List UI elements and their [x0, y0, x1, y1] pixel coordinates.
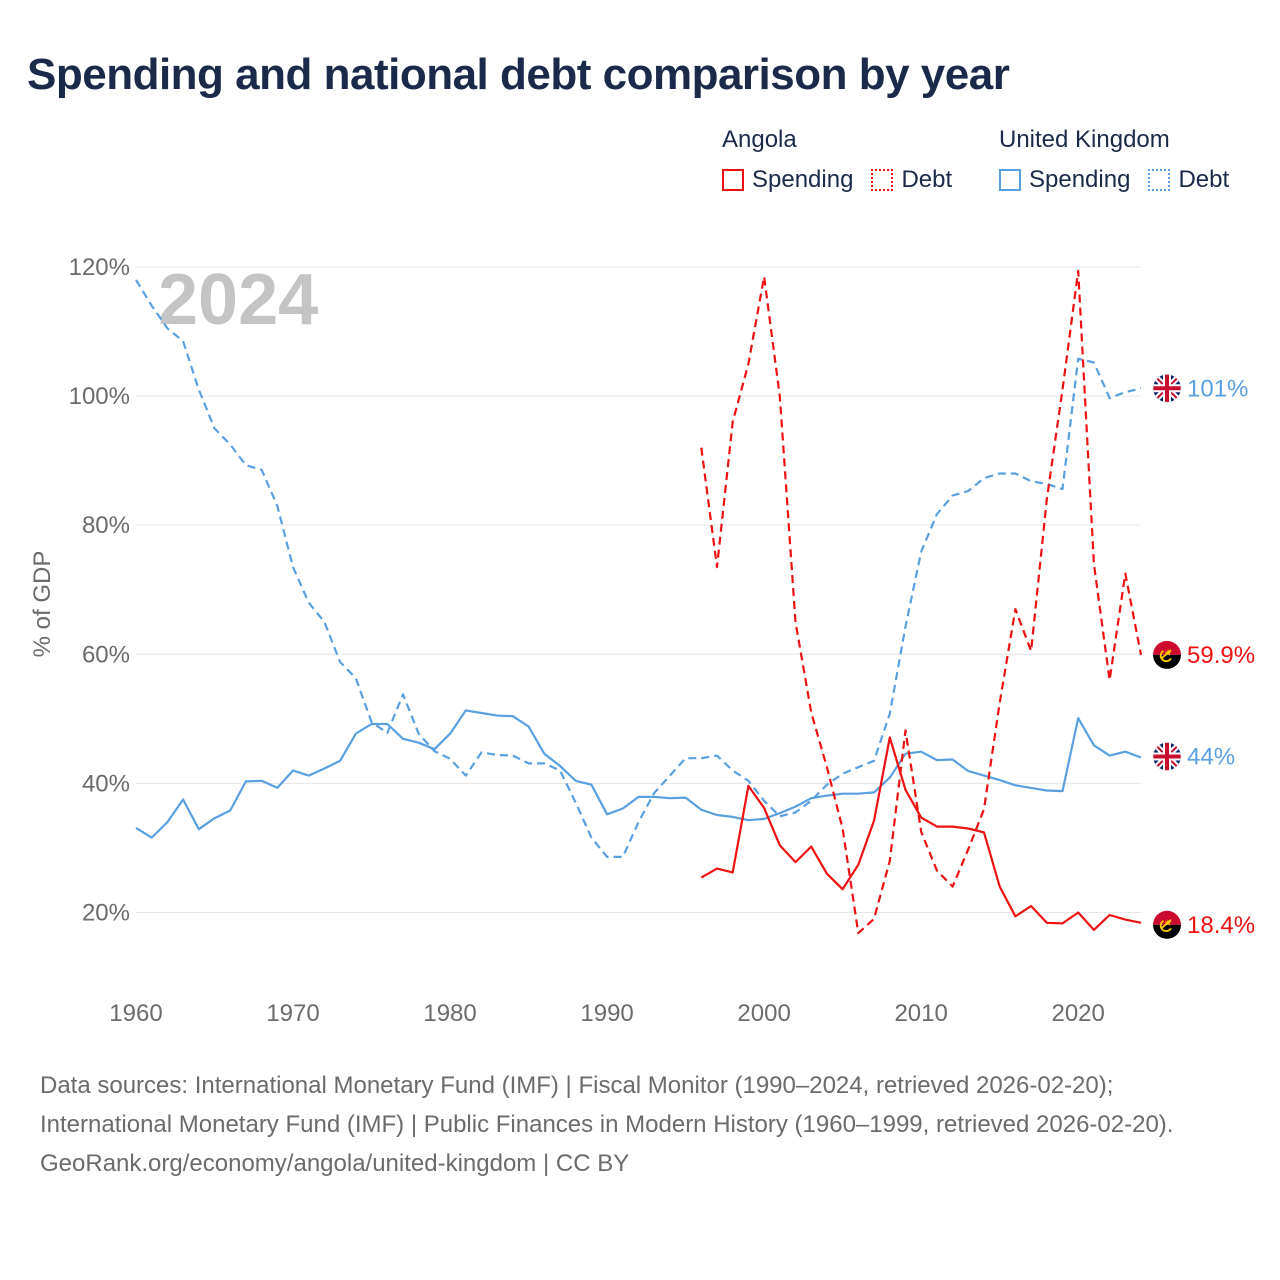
flag-angola_debt — [1153, 640, 1181, 669]
data-sources: Data sources: International Monetary Fun… — [40, 1072, 1174, 1138]
x-tick-label: 1990 — [580, 1000, 633, 1027]
end-value-label-angola_debt: 59.9% — [1187, 642, 1255, 669]
uk-flag-border — [1152, 373, 1182, 403]
x-tick-label: 1970 — [266, 1000, 319, 1027]
legend-angola-spending-swatch — [722, 169, 744, 191]
y-tick-label: 40% — [82, 770, 130, 797]
legend-uk-spending-label: Spending — [1029, 166, 1131, 193]
angola-flag-icon — [1153, 910, 1181, 939]
legend-uk-spending[interactable]: Spending — [999, 166, 1130, 194]
y-tick-label: 60% — [82, 641, 130, 668]
legend-angola: Angola Spending Debt — [722, 124, 970, 194]
angola-flag-star — [1164, 649, 1172, 656]
uk-flag-icon — [1153, 742, 1181, 771]
uk-flag-cross-red — [1153, 374, 1181, 403]
legend-uk-debt-label: Debt — [1178, 166, 1230, 193]
legend-uk-debt-swatch — [1148, 169, 1171, 191]
footer: Data sources: International Monetary Fun… — [40, 1066, 1240, 1183]
series-line-uk_debt — [135, 279, 1142, 859]
angola-flag-icon — [1153, 640, 1181, 669]
x-axis: 1960 1970 1980 1990 2000 2010 2020 — [109, 1000, 1105, 1027]
legend-angola-debt-swatch — [871, 169, 894, 191]
legend-uk-title: United Kingdom — [999, 126, 1170, 153]
end-value-label-angola_spending: 18.4% — [1187, 912, 1255, 939]
uk-flag-border — [1152, 742, 1182, 771]
x-tick-label: 2020 — [1051, 1000, 1104, 1027]
x-tick-label: 2010 — [894, 1000, 947, 1027]
y-tick-label: 20% — [82, 899, 130, 926]
angola-flag-black-band — [1153, 654, 1181, 669]
uk-flag-cross-red — [1153, 742, 1181, 771]
angola-flag-black-band — [1153, 924, 1181, 939]
legend-angola-spending[interactable]: Spending — [722, 166, 853, 194]
line-chart: 2024 20%40%60%80%100%120% 1960 1970 1980 19… — [29, 254, 1255, 1027]
x-tick-label: 1960 — [109, 1000, 162, 1027]
flag-uk_spending — [1152, 742, 1182, 771]
y-axis-label: % of GDP — [29, 551, 56, 658]
legend-angola-debt-label: Debt — [901, 166, 953, 193]
end-value-label-uk_debt: 101% — [1187, 375, 1248, 402]
x-tick-label: 2000 — [737, 1000, 790, 1027]
legend-uk-debt[interactable]: Debt — [1148, 166, 1229, 194]
end-labels: 101% 44% 59.9% 18.4% — [1152, 373, 1255, 939]
legend-angola-title: Angola — [722, 126, 797, 153]
angola-flag-star — [1164, 919, 1172, 926]
series — [135, 269, 1143, 935]
angola-flag-red-band — [1153, 640, 1181, 655]
y-axis: 20% 40% 60% 80% 100% 120% — [69, 254, 130, 926]
angola-flag-red-band — [1153, 910, 1181, 925]
chart-title: Spending and national debt comparison by… — [27, 50, 1010, 99]
y-tick-label: 120% — [69, 254, 130, 281]
grid — [136, 266, 1141, 913]
credit-link[interactable]: GeoRank.org/economy/angola/united-kingdo… — [40, 1150, 630, 1177]
legend-uk-spending-swatch — [999, 169, 1021, 191]
flag-angola_spending — [1153, 910, 1181, 939]
legend-uk: United Kingdom Spending Debt — [999, 124, 1229, 194]
flag-uk_debt — [1152, 373, 1182, 403]
uk-flag-icon — [1153, 374, 1181, 403]
series-line-angola_spending — [700, 736, 1142, 932]
series-line-uk_spending — [135, 709, 1142, 839]
end-value-label-uk_spending: 44% — [1187, 744, 1235, 771]
angola-flag-gear — [1159, 650, 1172, 663]
legend-angola-spending-label: Spending — [752, 166, 854, 193]
year-watermark: 2024 — [158, 260, 318, 340]
y-tick-label: 80% — [82, 512, 130, 539]
series-line-angola_debt — [700, 269, 1143, 935]
x-tick-label: 1980 — [423, 1000, 476, 1027]
angola-flag-gear — [1159, 920, 1172, 932]
legend-angola-debt[interactable]: Debt — [871, 166, 952, 194]
y-tick-label: 100% — [69, 383, 130, 410]
